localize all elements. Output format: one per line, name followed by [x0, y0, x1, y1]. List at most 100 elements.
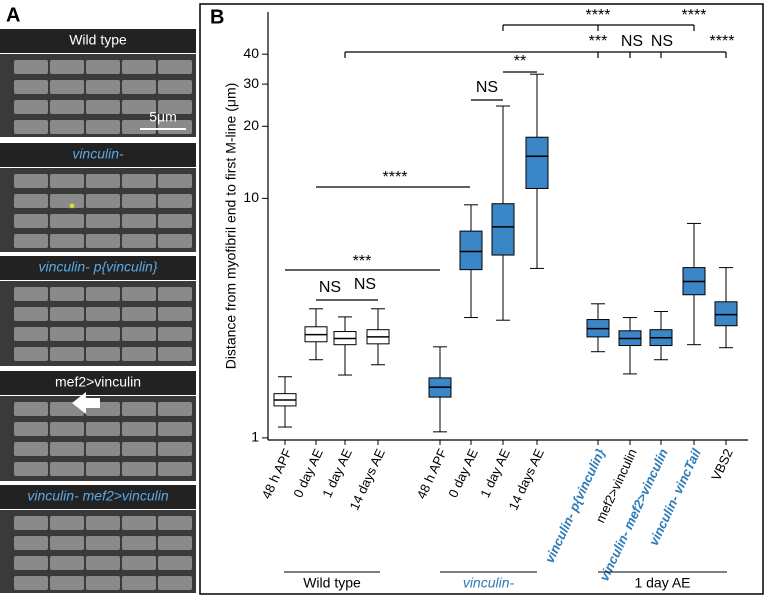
sarcomere	[158, 214, 192, 228]
sarcomere	[122, 422, 156, 436]
significance: ***	[353, 253, 372, 270]
sarcomere	[50, 327, 84, 341]
sarcomere	[50, 234, 84, 248]
sarcomere	[158, 327, 192, 341]
sarcomere	[50, 80, 84, 94]
sarcomere	[14, 536, 48, 550]
sarcomere	[158, 402, 192, 416]
sarcomere	[158, 80, 192, 94]
sarcomere	[14, 556, 48, 570]
sarcomere	[86, 536, 120, 550]
sarcomere	[158, 194, 192, 208]
arrow	[72, 392, 100, 414]
sarcomere	[14, 347, 48, 361]
sarcomere	[158, 516, 192, 530]
sarcomere	[86, 327, 120, 341]
significance: NS	[651, 33, 673, 50]
panel-b-frame	[199, 3, 764, 595]
significance: NS	[476, 79, 498, 96]
sarcomere	[86, 174, 120, 188]
sarcomere	[14, 174, 48, 188]
sarcomere	[122, 287, 156, 301]
sarcomere	[86, 347, 120, 361]
sarcomere	[14, 100, 48, 114]
sarcomere	[50, 60, 84, 74]
sarcomere	[14, 287, 48, 301]
sarcomere	[122, 556, 156, 570]
sarcomere	[50, 516, 84, 530]
sarcomere	[50, 214, 84, 228]
marker: *	[69, 201, 75, 218]
sarcomere	[50, 120, 84, 134]
sarcomere	[86, 194, 120, 208]
sarcomere	[86, 80, 120, 94]
scale-label: 5μm	[149, 109, 177, 125]
sarcomere	[14, 327, 48, 341]
sarcomere	[158, 287, 192, 301]
sarcomere	[122, 516, 156, 530]
sarcomere	[122, 174, 156, 188]
x-tick-label: 48 h APF	[414, 446, 450, 501]
sarcomere	[158, 576, 192, 590]
sarcomere	[50, 100, 84, 114]
panel-label: vinculin-	[72, 146, 124, 162]
sarcomere	[86, 442, 120, 456]
sarcomere	[14, 60, 48, 74]
x-tick-label: 0 day AE	[445, 446, 481, 500]
sarcomere	[86, 462, 120, 476]
group-label: vinculin-	[463, 575, 515, 591]
sarcomere	[14, 576, 48, 590]
sarcomere	[122, 462, 156, 476]
sarcomere	[122, 234, 156, 248]
sarcomere	[158, 442, 192, 456]
sarcomere	[158, 556, 192, 570]
x-tick-label: 1 day AE	[477, 446, 513, 500]
sarcomere	[158, 536, 192, 550]
label-bar	[0, 485, 196, 509]
sarcomere	[122, 120, 156, 134]
sarcomere	[50, 462, 84, 476]
sarcomere	[14, 462, 48, 476]
sarcomere	[86, 307, 120, 321]
sarcomere	[50, 422, 84, 436]
sarcomere	[50, 442, 84, 456]
y-tick-label: 1	[251, 429, 259, 445]
sarcomere	[14, 402, 48, 416]
y-tick-label: 20	[243, 117, 259, 133]
label-bar	[0, 371, 196, 395]
label-bar	[0, 29, 196, 53]
box	[459, 230, 483, 271]
sarcomere	[86, 287, 120, 301]
box	[525, 136, 549, 189]
sarcomere	[158, 347, 192, 361]
label-bar	[0, 143, 196, 167]
sarcomere	[86, 576, 120, 590]
sarcomere	[122, 60, 156, 74]
significance: NS	[319, 279, 341, 296]
box	[714, 301, 738, 327]
sarcomere	[50, 576, 84, 590]
significance: ***	[589, 33, 608, 50]
sarcomere	[14, 422, 48, 436]
label-bar	[0, 256, 196, 280]
y-tick-label: 30	[243, 75, 259, 91]
y-tick-label: 40	[243, 45, 259, 61]
sarcomere	[50, 287, 84, 301]
sarcomere	[158, 174, 192, 188]
sarcomere	[14, 80, 48, 94]
sarcomere	[14, 120, 48, 134]
sarcomere	[50, 536, 84, 550]
sarcomere	[86, 60, 120, 74]
sarcomere	[158, 422, 192, 436]
sarcomere	[122, 442, 156, 456]
sarcomere	[122, 536, 156, 550]
sarcomere	[14, 442, 48, 456]
sarcomere	[158, 60, 192, 74]
sarcomere	[158, 462, 192, 476]
sarcomere	[122, 327, 156, 341]
sarcomere	[14, 234, 48, 248]
group-label: Wild type	[303, 575, 361, 591]
sarcomere	[122, 402, 156, 416]
sarcomere	[86, 234, 120, 248]
